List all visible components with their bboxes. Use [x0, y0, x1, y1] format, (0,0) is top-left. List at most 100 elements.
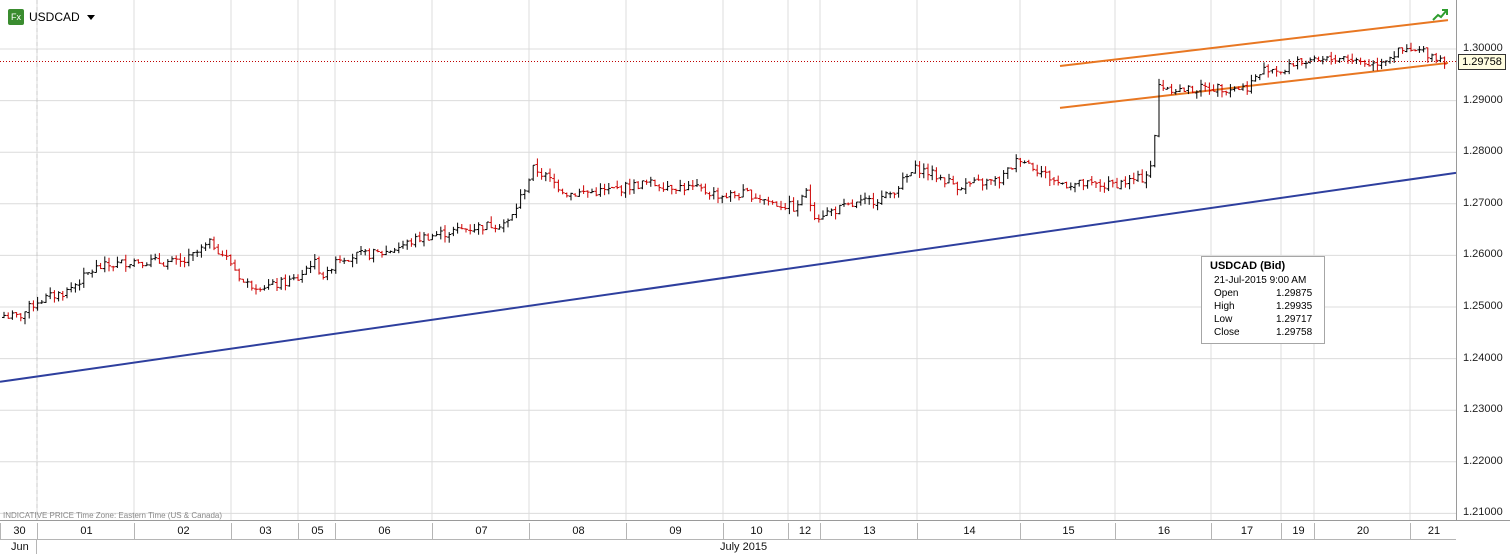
footer-note: INDICATIVE PRICE Time Zone: Eastern Time… [3, 511, 223, 520]
trend-up-icon[interactable] [1432, 8, 1448, 22]
ohlc-bar [367, 248, 372, 261]
ohlc-bar [1287, 59, 1292, 75]
ohlc-bar [921, 163, 926, 179]
ohlc-bar [1299, 58, 1304, 66]
ohlc-bar [1161, 79, 1166, 91]
ohlc-bar [732, 190, 737, 199]
ohlc-bar [917, 161, 922, 178]
ohlc-bar [1136, 170, 1140, 182]
ohlc-bar [1417, 46, 1422, 53]
ohlc-bar [913, 160, 918, 174]
fx-icon: Fx [8, 9, 24, 25]
ohlc-bar [564, 192, 569, 198]
ohlc-bar [1253, 74, 1258, 82]
ohlc-bar [317, 256, 321, 275]
ohlc-bar [1358, 57, 1363, 65]
ohlc-bar [623, 181, 628, 198]
ohlc-bar [81, 267, 86, 288]
ohlc-bar [279, 276, 284, 290]
ohlc-bar [300, 269, 305, 283]
ohlc-bar [552, 173, 557, 189]
ohlc-bar [270, 279, 275, 285]
ohlc-bar [514, 203, 519, 219]
info-label: Close [1214, 327, 1240, 338]
time-axis[interactable]: 30 01 02 03 05 06 07 08 09 10 12 13 14 15 16 17 19 20 21 J… [0, 520, 1510, 554]
ohlc-bar [997, 176, 1002, 189]
ohlc-bar [359, 245, 363, 255]
ohlc-bar [644, 179, 649, 185]
ohlc-bar [896, 186, 901, 198]
month-label: Jun [11, 541, 29, 553]
ohlc-bar [1316, 56, 1321, 62]
price-axis[interactable]: 1.30000 1.29000 1.28000 1.27000 1.26000 1.250… [1456, 0, 1510, 520]
ohlc-bar [111, 265, 116, 272]
ohlc-bar [590, 188, 594, 194]
ohlc-bar [753, 193, 758, 199]
ohlc-bar [438, 226, 443, 240]
ohlc-bar [191, 252, 195, 261]
ohlc-bar [963, 178, 968, 195]
ohlc-bar [1329, 51, 1334, 65]
ohlc-bar [384, 245, 389, 256]
ohlc-bar [1169, 83, 1174, 95]
chevron-down-icon[interactable] [86, 14, 95, 20]
ohlc-bar [875, 199, 880, 211]
ohlc-bar [207, 238, 212, 249]
ohlc-bar [522, 189, 527, 200]
info-label: Open [1214, 288, 1239, 299]
ohlc-bar [94, 259, 99, 273]
info-value: 1.29758 [1276, 327, 1313, 338]
ohlc-bar [741, 184, 746, 198]
ohlc-bar [993, 176, 998, 186]
chart-area[interactable]: Fx USDCAD INDICATIVE PRICE Time Zone: Ea… [0, 0, 1456, 520]
ohlc-bar [195, 249, 200, 257]
ohlc-bar [123, 254, 128, 272]
ohlc-bar [854, 201, 859, 209]
ohlc-bar [405, 239, 410, 250]
symbol-selector[interactable]: Fx USDCAD [8, 8, 95, 26]
ohlc-bar [1425, 47, 1430, 63]
ohlc-bar [543, 172, 548, 182]
ohlc-bar [926, 163, 930, 181]
x-day-label: 17 [1211, 523, 1282, 539]
x-day-label: 01 [37, 523, 135, 539]
last-price-tag: 1.29758 [1458, 54, 1506, 70]
ohlc-bar [686, 181, 691, 191]
ohlc-bar [560, 188, 565, 195]
ohlc-bar [745, 187, 750, 192]
ohlc-bar [959, 187, 964, 191]
x-day-label: 21 [1410, 523, 1457, 539]
ohlc-bar [632, 179, 636, 194]
ohlc-bar [585, 190, 590, 198]
ohlc-bar [808, 184, 813, 212]
ohlc-bar [867, 195, 872, 205]
y-tick-label: 1.29000 [1463, 93, 1503, 106]
ohlc-bar [795, 200, 800, 217]
ohlc-bar [128, 264, 132, 269]
ohlc-bar [392, 247, 397, 253]
ohlc-bar [800, 194, 804, 206]
ohlc-bar [266, 279, 271, 290]
ohlc-bar [60, 290, 65, 301]
ohlc-bar [678, 179, 683, 192]
ohlc-bar [1131, 172, 1136, 185]
x-day-label: 12 [788, 523, 821, 539]
ohlc-bar [1304, 60, 1308, 69]
ohlc-bar [535, 158, 540, 177]
ohlc-bar [69, 282, 74, 293]
ohlc-bar [518, 189, 523, 209]
x-day-label: 07 [432, 523, 530, 539]
ohlc-bar [1119, 179, 1124, 190]
x-day-label: 14 [917, 523, 1021, 539]
ohlc-bar [485, 221, 489, 231]
ohlc-bar [611, 186, 615, 189]
ohlc-bar [1173, 89, 1178, 95]
ohlc-bar [241, 278, 246, 283]
ohlc-bar [1089, 176, 1094, 186]
ohlc-bar [1383, 60, 1388, 66]
ohlc-bar [447, 232, 452, 243]
ohlc-bar [140, 261, 145, 269]
ohlc-bar [455, 222, 460, 234]
ohlc-bar [1434, 52, 1439, 64]
ohlc-bar [1241, 83, 1245, 91]
